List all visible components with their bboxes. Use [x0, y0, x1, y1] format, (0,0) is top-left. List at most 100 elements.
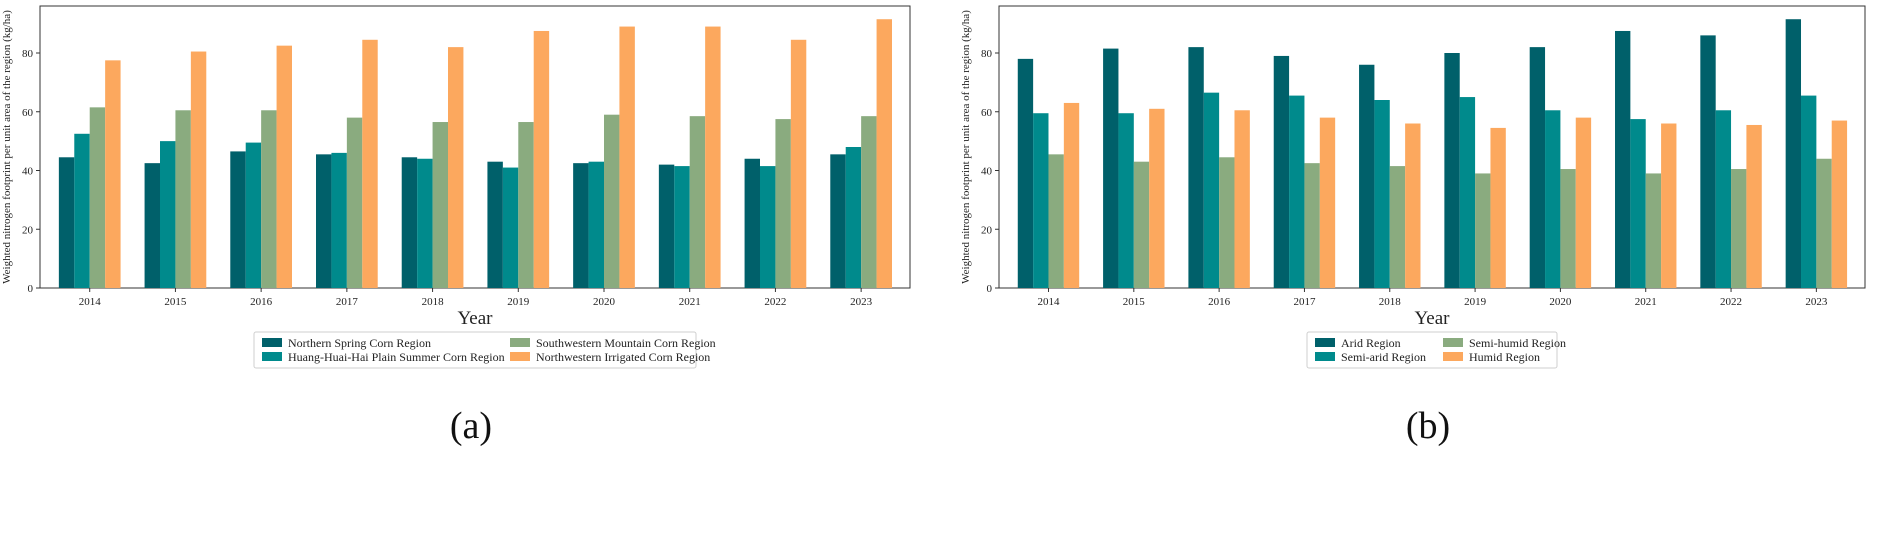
plot-frame: [39, 5, 911, 289]
bar: [1374, 100, 1390, 288]
legend-entry: Southwestern Mountain Corn Region: [536, 336, 716, 350]
bar: [518, 122, 534, 288]
bar: [1459, 97, 1476, 288]
legend-swatch: [510, 352, 530, 361]
bar: [674, 166, 690, 288]
bar: [1545, 110, 1561, 288]
bar: [1133, 161, 1150, 288]
legend-box: [253, 331, 697, 369]
y-tick-label: 0: [28, 283, 34, 295]
bar: [830, 154, 846, 288]
panel-caption: (a): [450, 405, 492, 447]
legend-entry: Northern Spring Corn Region: [288, 336, 431, 350]
x-tick-label: 2019: [1464, 296, 1487, 308]
bar: [1033, 113, 1049, 288]
bar: [1188, 47, 1204, 288]
bar: [1746, 124, 1762, 288]
bar: [1234, 110, 1250, 288]
legend-entry: Semi-arid Region: [1341, 350, 1426, 364]
bar: [346, 117, 363, 288]
bar: [1831, 120, 1848, 288]
bar: [604, 114, 620, 288]
bar: [876, 19, 892, 288]
bar: [533, 30, 550, 288]
bar: [1203, 92, 1220, 288]
legend-entry: Semi-humid Region: [1469, 336, 1566, 350]
bar: [502, 167, 519, 288]
bar: [432, 122, 448, 288]
legend-swatch: [262, 352, 282, 361]
x-tick-label: 2021: [1635, 296, 1657, 308]
x-tick-label: 2018: [422, 296, 445, 308]
bar: [1389, 166, 1406, 288]
bar: [705, 26, 721, 288]
bar: [1304, 163, 1320, 288]
bar: [1630, 119, 1646, 288]
x-axis-label: Year: [1414, 308, 1450, 329]
y-tick-label: 0: [987, 283, 993, 295]
bar: [1359, 64, 1375, 288]
bar: [276, 45, 292, 288]
legend-box: [1306, 331, 1558, 369]
bar: [417, 158, 433, 288]
bar: [1289, 95, 1305, 288]
bar: [760, 166, 776, 288]
legend-entry: Northwestern Irrigated Corn Region: [536, 350, 710, 364]
bar: [448, 47, 464, 288]
bar: [1615, 30, 1631, 288]
bar: [316, 154, 332, 288]
x-tick-label: 2015: [1123, 296, 1146, 308]
x-tick-label: 2023: [850, 296, 873, 308]
bar: [1063, 102, 1080, 288]
bar: [89, 107, 106, 288]
x-tick-label: 2023: [1805, 296, 1828, 308]
x-tick-label: 2022: [1720, 296, 1742, 308]
legend-swatch: [262, 338, 282, 347]
legend-swatch: [1443, 352, 1463, 361]
bar: [160, 141, 176, 288]
x-tick-label: 2021: [679, 296, 701, 308]
x-tick-label: 2020: [1549, 296, 1572, 308]
x-tick-label: 2017: [336, 296, 359, 308]
legend-swatch: [1443, 338, 1463, 347]
chart-a-svg: 0 20 40 60 80 Weighted nitrogen footprint per…: [1, 5, 911, 447]
y-axis-label: Weighted nitrogen footprint per unit are…: [960, 10, 972, 284]
x-axis-label: Year: [457, 308, 493, 329]
legend-entry: Arid Region: [1341, 336, 1401, 350]
bar: [1715, 110, 1732, 288]
bar: [619, 26, 635, 288]
chart-panel-a: 0 20 40 60 80 Weighted nitrogen footprint per…: [1, 5, 911, 447]
y-tick-label: 40: [981, 166, 993, 178]
plot-frame: [998, 5, 1866, 289]
x-tick-label: 2014: [1037, 296, 1060, 308]
legend-entry: Humid Region: [1469, 350, 1540, 364]
bar: [1118, 113, 1134, 288]
x-tick-label: 2018: [1379, 296, 1402, 308]
y-tick-label: 80: [22, 48, 34, 60]
bar: [144, 163, 160, 288]
y-tick-label: 40: [22, 166, 34, 178]
bar: [1103, 48, 1119, 288]
y-tick-label: 20: [22, 224, 34, 236]
bar: [190, 51, 207, 288]
x-tick-label: 2022: [764, 296, 786, 308]
x-tick-label: 2014: [79, 296, 102, 308]
bar: [658, 164, 675, 288]
bar: [1661, 123, 1677, 288]
y-tick-label: 60: [981, 107, 993, 119]
bar: [573, 163, 589, 288]
bar: [1048, 154, 1064, 288]
bar: [245, 142, 262, 288]
y-tick-label: 80: [981, 48, 993, 60]
bar: [790, 39, 807, 288]
bar: [105, 60, 121, 288]
bar: [175, 110, 191, 288]
bar: [588, 161, 604, 288]
y-axis-label: Weighted nitrogen footprint per unit are…: [1, 10, 13, 284]
x-tick-label: 2019: [507, 296, 530, 308]
bar: [689, 116, 706, 288]
bar: [861, 116, 877, 288]
bar: [1801, 95, 1817, 288]
chart-panel-b: 0 20 40 60 80 Weighted nitrogen footprint per…: [951, 0, 1902, 540]
bar: [331, 152, 347, 288]
